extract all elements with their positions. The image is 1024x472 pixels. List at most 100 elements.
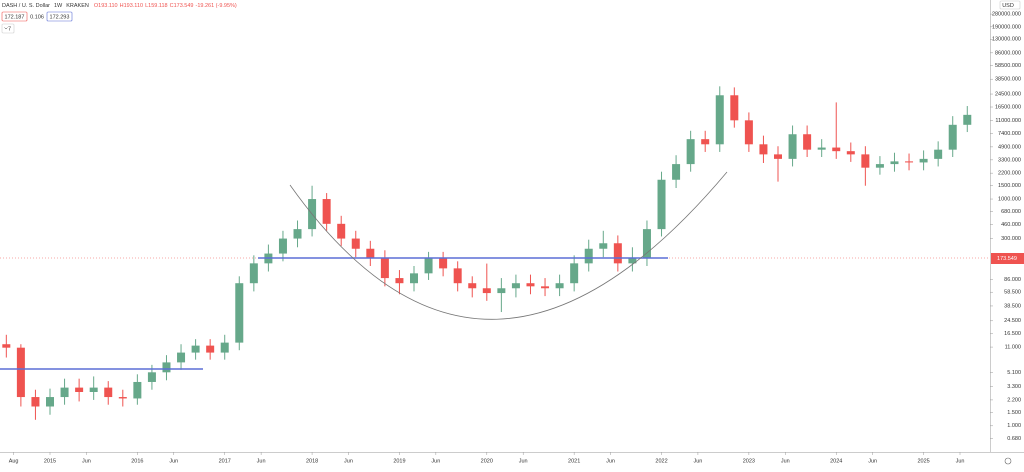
y-tick-label: 5.100: [1007, 370, 1021, 376]
x-tick-label: Jun: [257, 458, 266, 464]
candle-body: [511, 283, 520, 289]
x-tick-label: 2016: [131, 458, 143, 464]
y-tick-label: 1500.000: [998, 183, 1021, 189]
candle-body: [744, 120, 753, 145]
candle-body: [541, 286, 550, 289]
y-tick-label: 190000.000: [992, 24, 1021, 30]
candle-body: [948, 124, 957, 150]
last-price-tag: [991, 253, 1024, 264]
candle-body: [628, 258, 637, 264]
candle-body: [366, 248, 375, 259]
candle-body: [278, 238, 287, 254]
candle-body: [599, 243, 608, 249]
x-tick-label: Jun: [519, 458, 528, 464]
symbol: DASH / U. S. Dollar: [2, 3, 50, 9]
y-tick-label: 38500.000: [995, 77, 1021, 83]
x-tick-label: Jun: [868, 458, 877, 464]
candle-body: [191, 345, 200, 353]
indicator-toggle[interactable]: [1, 23, 15, 34]
symbol-title: DASH / U. S. Dollar 1W KRAKEN O193.110 H193.…: [2, 3, 237, 9]
candle-body: [686, 139, 695, 165]
price-box-text: 172.187: [5, 14, 25, 20]
y-tick-label: 460.000: [1001, 222, 1021, 228]
candle-body: [715, 95, 724, 145]
y-tick-label: 86000.000: [995, 50, 1021, 56]
candle-body: [322, 199, 331, 224]
y-tick-label: 3300.000: [998, 157, 1021, 163]
candle-body: [482, 288, 491, 294]
x-tick-label: 2015: [44, 458, 56, 464]
x-tick-label: 2021: [568, 458, 580, 464]
candle-body: [75, 387, 84, 392]
candle-body: [60, 387, 69, 398]
y-tick-label: 4900.000: [998, 144, 1021, 150]
y-tick-label: 2.200: [1007, 397, 1021, 403]
y-tick-label: 58500.000: [995, 63, 1021, 69]
candle-body: [424, 258, 433, 274]
candle-body: [46, 397, 54, 407]
x-tick-label: Jun: [956, 458, 965, 464]
candle-body: [642, 229, 651, 259]
y-tick-label: 11000.000: [995, 118, 1021, 124]
x-tick-label: Aug: [9, 458, 19, 464]
y-tick-label: 1000.000: [998, 196, 1021, 202]
candle-body: [337, 223, 346, 239]
candle-body: [657, 179, 666, 230]
x-tick-label: Jun: [169, 458, 178, 464]
candle-body: [584, 248, 593, 264]
y-tick-label: 16.500: [1004, 331, 1021, 337]
candle-body: [118, 397, 127, 399]
spread-text: 0.106: [30, 14, 44, 20]
candle-body: [774, 154, 782, 159]
candle-body: [570, 263, 579, 284]
price-box[interactable]: [46, 11, 73, 22]
candle-body: [468, 283, 477, 289]
candle-body: [555, 283, 564, 289]
candle-body: [293, 229, 302, 239]
candle-body: [89, 387, 98, 392]
price-box-text: 172.293: [50, 14, 70, 20]
x-tick-label: Jun: [781, 458, 790, 464]
candle-body: [803, 134, 812, 150]
y-tick-label: 1.000: [1007, 423, 1021, 429]
candle-body: [16, 347, 25, 398]
candle-body: [759, 144, 768, 155]
price-box[interactable]: [1, 11, 28, 22]
x-tick-label: 2023: [743, 458, 755, 464]
candle-body: [846, 151, 855, 155]
candles: [2, 86, 972, 420]
y-tick-label: 0.680: [1007, 436, 1021, 442]
candle-body: [235, 283, 244, 343]
candle-body: [206, 345, 215, 353]
candle-body: [701, 139, 710, 145]
candle-body: [497, 288, 506, 294]
candle-body: [249, 263, 258, 284]
last-price: 173.549: [997, 256, 1017, 262]
y-tick-label: 2200.000: [998, 171, 1021, 177]
y-tick-label: 7400.000: [998, 131, 1021, 137]
y-tick-label: 24500.000: [995, 92, 1021, 98]
x-tick-label: Jun: [606, 458, 615, 464]
x-tick-label: Jun: [82, 458, 91, 464]
candle-body: [730, 95, 739, 121]
candle-body: [919, 158, 928, 163]
candle-body: [177, 352, 186, 363]
arc-drawing[interactable]: [289, 171, 728, 320]
candle-body: [133, 381, 142, 399]
ohlc: H193.110: [120, 3, 143, 9]
candle-body: [104, 387, 113, 398]
currency-button[interactable]: [999, 0, 1021, 10]
exchange: KRAKEN: [66, 3, 89, 9]
candle-body: [672, 164, 681, 180]
currency: USD: [1002, 3, 1014, 9]
settings-icon[interactable]: [1004, 457, 1012, 465]
y-tick-label: 11.000: [1005, 345, 1021, 351]
candle-body: [147, 372, 156, 382]
y-tick-label: 86.000: [1004, 277, 1021, 283]
candle-body: [395, 278, 404, 284]
x-tick-label: 2020: [481, 458, 493, 464]
chevron: [4, 27, 8, 30]
ohlc: L159.118: [145, 3, 168, 9]
